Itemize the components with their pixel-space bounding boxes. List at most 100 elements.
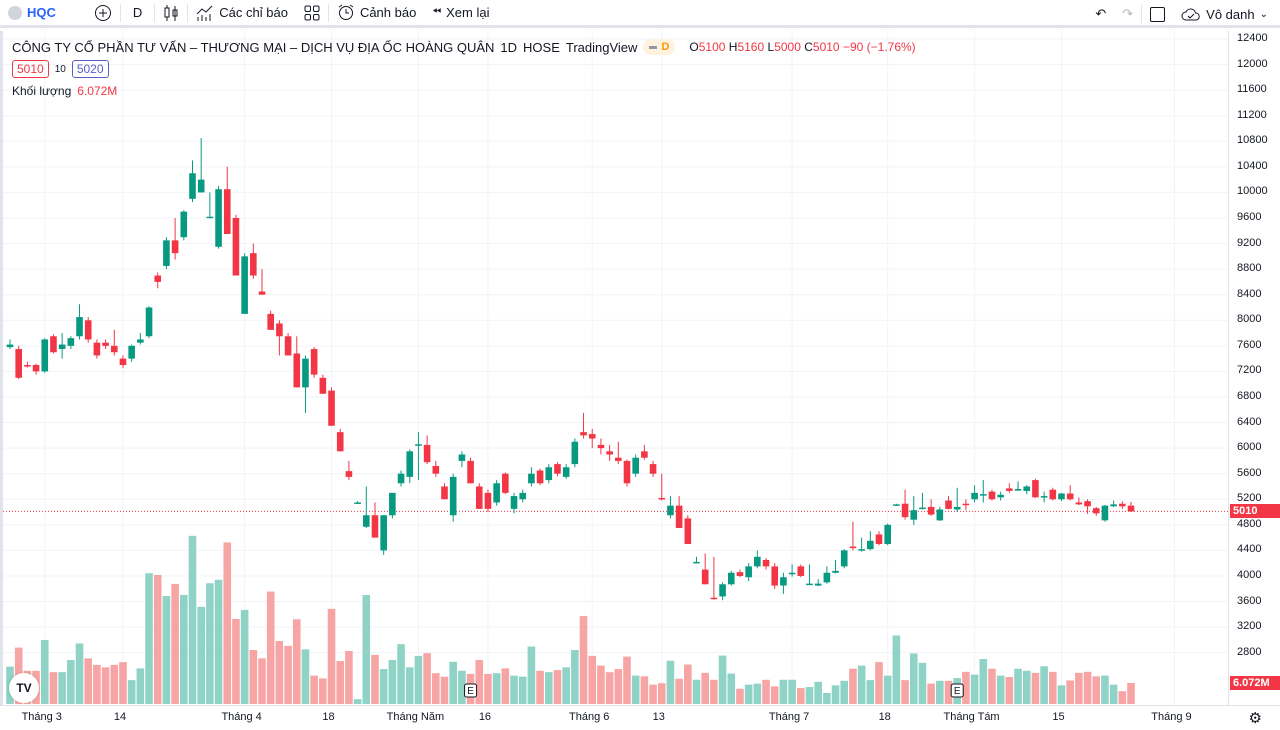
candle — [693, 556, 700, 564]
badge-letter: D — [661, 41, 670, 53]
candle — [50, 334, 57, 354]
exchange-text: HOSE — [523, 39, 560, 55]
candle-body — [701, 569, 709, 585]
candle-body — [953, 506, 961, 510]
candle-body — [371, 515, 379, 538]
volume-bar — [562, 667, 570, 704]
candle-body — [241, 256, 248, 314]
volume-bar — [492, 673, 501, 704]
candle-body — [719, 584, 726, 597]
plus-circle-icon — [94, 4, 111, 21]
candle — [754, 550, 761, 569]
volume-bar — [1031, 672, 1040, 704]
replay-button[interactable]: ⏪︎ Xem lại — [424, 1, 497, 25]
candle — [128, 344, 135, 362]
interval-button[interactable]: D — [121, 1, 154, 25]
price-tick-label: 7200 — [1237, 364, 1262, 377]
volume-bar — [1014, 668, 1022, 704]
candle — [788, 564, 796, 577]
volume-bar — [67, 660, 75, 704]
candle-body — [667, 505, 674, 516]
candle-body — [1040, 496, 1048, 498]
candle — [336, 428, 344, 452]
divider — [119, 3, 121, 22]
candle — [588, 428, 596, 449]
buy-price-button[interactable]: 5020 — [71, 60, 109, 78]
price-tick-label: 6400 — [1237, 415, 1262, 428]
fullscreen-button[interactable] — [1142, 2, 1173, 26]
candle — [562, 464, 570, 479]
candle — [919, 492, 926, 510]
market-status-badge[interactable]: D — [643, 39, 676, 55]
candle-body — [762, 559, 770, 567]
candle-body — [684, 518, 692, 545]
candle-body — [588, 434, 596, 439]
candle-body — [867, 540, 874, 550]
candle — [1049, 487, 1057, 501]
volume-bar — [692, 679, 701, 704]
candle-body — [997, 494, 1004, 498]
candle-body — [345, 471, 353, 477]
candle — [1058, 492, 1065, 502]
candle — [1040, 491, 1048, 503]
save-layout-button[interactable]: Vô danh ⌄ — [1173, 2, 1276, 26]
divider — [1141, 5, 1143, 23]
candle-body — [658, 497, 666, 500]
symbol-search-button[interactable]: HQC — [0, 1, 64, 25]
settings-gear-icon[interactable]: ⚙ — [1248, 710, 1262, 727]
candle — [806, 564, 813, 586]
candle — [458, 451, 466, 468]
alert-label: Cảnh báo — [359, 5, 417, 20]
volume-bar — [266, 591, 275, 704]
volume-bar — [1092, 676, 1101, 704]
undo-button[interactable]: ↶ — [1087, 2, 1114, 26]
spread-text: 10 — [54, 63, 66, 75]
symbol-title[interactable]: CÔNG TY CỔ PHẦN TƯ VẤN – THƯƠNG MẠI – DỊ… — [12, 39, 495, 55]
volume-value: 6.072M — [77, 84, 118, 98]
candle — [302, 355, 309, 413]
volume-bar — [883, 675, 892, 704]
candle-body — [814, 583, 822, 586]
candle-body — [945, 500, 952, 509]
candle-body — [58, 344, 66, 350]
candle-body — [1058, 493, 1065, 500]
candle-body — [6, 344, 14, 348]
price-tick-label: 8800 — [1237, 262, 1262, 275]
price-axis[interactable]: 12400 12000 11600 11200 10800 10400 10000 9600 9… — [1228, 31, 1280, 705]
candle-body — [840, 550, 848, 567]
candle — [197, 138, 205, 193]
redo-button[interactable]: ↷ — [1114, 2, 1141, 26]
candle — [441, 483, 448, 500]
candle-body — [562, 467, 570, 477]
candle-body — [693, 561, 700, 564]
chevron-down-icon: ⌄ — [1259, 8, 1268, 20]
volume-bar — [188, 535, 197, 704]
alert-button[interactable]: Cảnh báo — [329, 1, 424, 25]
volume-bar — [979, 659, 988, 704]
candle-body — [458, 454, 466, 461]
compare-add-button[interactable] — [86, 1, 120, 25]
chart-type-button[interactable] — [155, 1, 187, 25]
candle — [615, 441, 622, 465]
time-tick-label: Tháng 9 — [1151, 711, 1192, 723]
candle — [519, 489, 527, 503]
volume-bar — [301, 649, 310, 704]
templates-button[interactable] — [296, 1, 328, 25]
candle — [362, 486, 370, 529]
volume-bar — [796, 688, 805, 704]
volume-bar — [718, 655, 727, 704]
volume-bar — [710, 679, 718, 704]
volume-bar — [475, 660, 484, 704]
time-axis[interactable]: ⚙ Tháng 3 14 Tháng 4 18 Tháng Năm 16 Tháng 6 13… — [0, 705, 1280, 730]
candle — [276, 320, 283, 356]
candle-body — [1023, 486, 1031, 491]
volume-bar — [623, 656, 631, 704]
volume-bar — [571, 650, 579, 704]
volume-bar — [1127, 682, 1135, 704]
indicators-button[interactable]: Các chỉ báo — [188, 1, 296, 25]
sell-price-button[interactable]: 5010 — [12, 60, 49, 78]
tradingview-logo[interactable]: TV — [9, 673, 39, 703]
candle-body — [441, 486, 448, 500]
